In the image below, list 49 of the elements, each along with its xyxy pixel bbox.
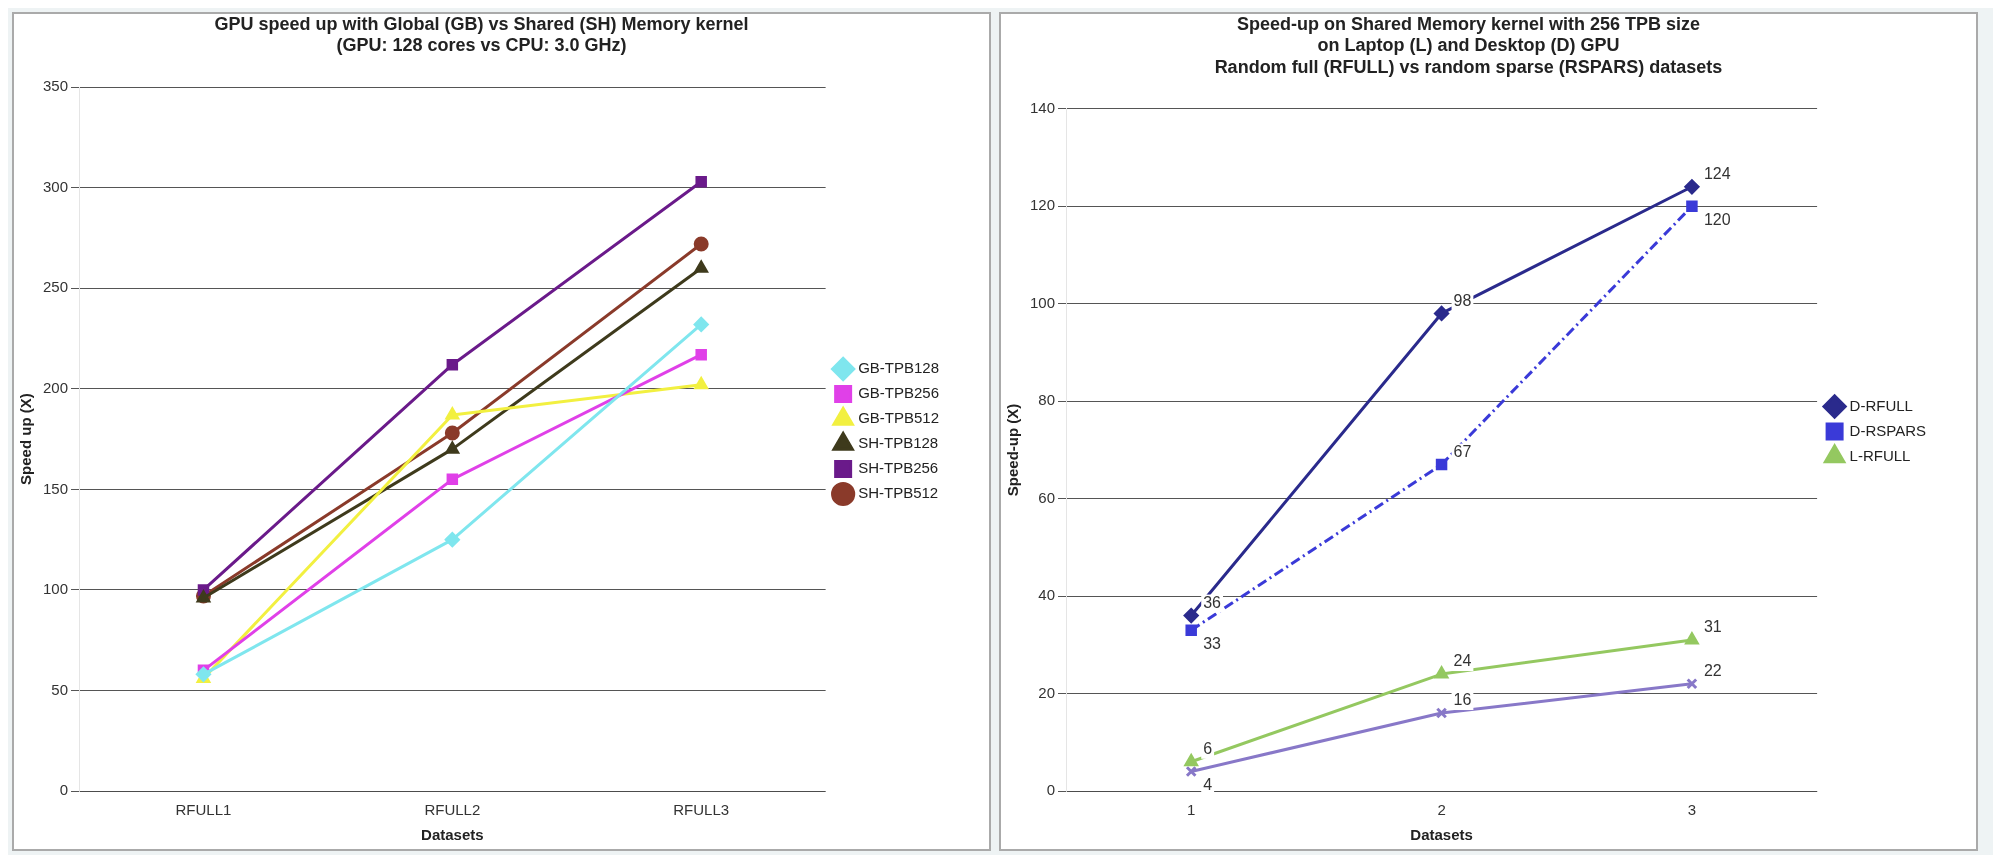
data-label: 33	[1203, 634, 1222, 652]
y-tick-label: 100	[1030, 293, 1056, 311]
y-tick-label: 140	[1030, 98, 1056, 116]
y-tick-label: 250	[43, 278, 69, 296]
y-tick-label: 20	[1038, 683, 1056, 701]
data-label: 98	[1453, 291, 1472, 309]
data-label: 6	[1203, 740, 1213, 758]
y-axis-title: Speed up (X)	[17, 393, 35, 485]
chart-title: Speed-up on Shared Memory kernel with 256 TPB size on Laptop (L) and Desktop (D) GPU Random full (RFULL) vs random sparse (RSPARS) datasets	[1214, 13, 1723, 77]
legend-label: SH-TPB512	[858, 484, 939, 502]
y-tick-label: 200	[43, 378, 69, 396]
data-label: 4	[1203, 775, 1213, 793]
legend-label: L-RFULL	[1849, 446, 1911, 464]
data-label: 67	[1453, 442, 1472, 460]
legend-label: D-RFULL	[1849, 396, 1913, 414]
data-label: 120	[1703, 210, 1731, 228]
x-axis-title: Datasets	[421, 826, 484, 844]
data-label: 22	[1703, 662, 1722, 680]
x-tick-label: RFULL2	[424, 801, 481, 819]
data-label: 124	[1703, 165, 1731, 183]
x-tick-label: 3	[1687, 801, 1697, 819]
y-tick-label: 40	[1038, 586, 1056, 604]
data-label: 16	[1453, 691, 1472, 709]
y-tick-label: 60	[1038, 488, 1056, 506]
y-tick-label: 120	[1030, 196, 1056, 214]
data-label: 31	[1703, 618, 1722, 636]
y-axis-title: Speed-up (X)	[1004, 403, 1022, 497]
legend-label: GB-TPB128	[858, 359, 940, 377]
x-tick-label: 1	[1187, 801, 1196, 819]
data-label: 36	[1203, 593, 1222, 611]
y-tick-label: 100	[43, 580, 69, 598]
legend-label: D-RSPARS	[1849, 421, 1927, 439]
y-tick-label: 50	[51, 680, 69, 698]
x-axis-title: Datasets	[1410, 826, 1473, 844]
data-label: 24	[1453, 652, 1472, 670]
x-tick-label: RFULL3	[673, 801, 730, 819]
x-tick-label: 2	[1437, 801, 1446, 819]
legend-label: GB-TPB512	[858, 409, 940, 427]
y-tick-label: 300	[43, 177, 69, 195]
chart-title: GPU speed up with Global (GB) vs Shared (SH) Memory kernel (GPU: 128 cores vs CPU: 3.0 GHz)	[214, 13, 749, 56]
legend-label: GB-TPB256	[858, 384, 940, 402]
y-tick-label: 150	[43, 479, 69, 497]
y-tick-label: 80	[1038, 391, 1056, 409]
legend-label: SH-TPB256	[858, 459, 939, 477]
y-tick-label: 350	[43, 77, 69, 95]
x-tick-label: RFULL1	[175, 801, 232, 819]
legend-label: SH-TPB128	[858, 434, 939, 452]
y-tick-label: 0	[1046, 781, 1056, 799]
y-tick-label: 0	[59, 781, 69, 799]
